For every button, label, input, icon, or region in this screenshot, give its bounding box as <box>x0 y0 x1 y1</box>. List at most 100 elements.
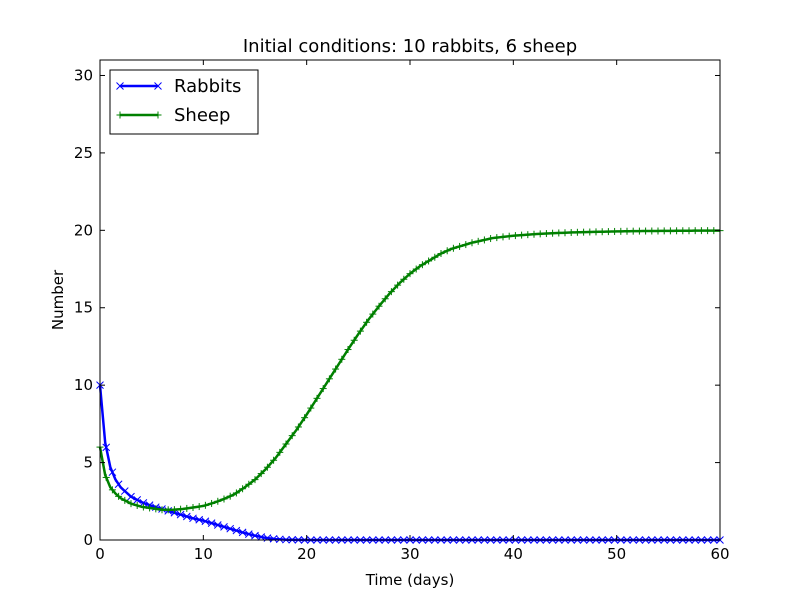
data-point-sheep <box>648 227 656 235</box>
data-point-sheep <box>152 505 160 513</box>
data-point-rabbits <box>275 535 284 544</box>
data-point-rabbits <box>176 510 185 519</box>
legend-marker-rabbits <box>154 82 162 90</box>
data-point-sheep <box>487 235 495 243</box>
data-point-rabbits <box>189 514 197 523</box>
data-point-rabbits <box>127 492 135 501</box>
series-line-rabbits <box>98 385 720 542</box>
data-point-sheep <box>102 473 110 481</box>
data-point-sheep <box>220 495 228 503</box>
data-point-rabbits <box>195 515 204 524</box>
legend: Rabbits Sheep <box>109 69 259 135</box>
data-point-sheep <box>108 486 116 494</box>
y-tick-label: 5 <box>83 454 93 472</box>
series-sheep <box>96 227 724 514</box>
data-point-sheep <box>170 506 178 514</box>
legend-label-rabbits: Rabbits <box>174 76 241 97</box>
data-point-rabbits <box>108 468 117 477</box>
data-point-sheep <box>301 414 309 422</box>
data-point-sheep <box>580 228 588 236</box>
legend-marker-sheep <box>154 111 162 119</box>
data-point-sheep <box>325 375 333 383</box>
data-point-sheep <box>133 501 141 509</box>
data-point-sheep <box>158 506 166 514</box>
data-point-sheep <box>493 234 501 242</box>
data-point-rabbits <box>120 487 129 495</box>
data-point-rabbits <box>257 533 266 541</box>
data-point-sheep <box>542 230 550 238</box>
axis-ticks: 0 10 20 30 40 50 60 0 5 10 15 20 25 30 <box>74 60 730 563</box>
data-point-sheep <box>573 228 581 236</box>
data-point-rabbits <box>207 519 216 527</box>
data-point-sheep <box>499 233 507 241</box>
y-tick-label: 20 <box>74 221 93 239</box>
data-point-sheep <box>375 302 383 310</box>
data-point-sheep <box>697 227 705 235</box>
data-point-sheep <box>673 227 681 235</box>
legend-item-rabbits: Rabbits <box>116 76 241 97</box>
x-tick-label: 60 <box>710 545 729 563</box>
data-point-sheep <box>586 228 594 236</box>
data-point-rabbits <box>213 521 222 529</box>
data-point-sheep <box>592 228 600 236</box>
data-point-sheep <box>511 232 519 240</box>
data-point-sheep <box>177 505 185 513</box>
data-point-sheep <box>338 355 346 363</box>
data-point-sheep <box>251 476 259 484</box>
data-point-rabbits <box>238 528 247 537</box>
data-point-sheep <box>456 242 464 250</box>
data-point-sheep <box>567 228 575 236</box>
data-point-sheep <box>394 281 402 289</box>
y-tick-label: 15 <box>74 299 93 317</box>
data-point-sheep <box>704 227 712 235</box>
data-point-sheep <box>666 227 674 235</box>
data-point-sheep <box>412 265 420 273</box>
data-point-sheep <box>115 492 123 500</box>
data-point-sheep <box>431 253 439 261</box>
data-point-sheep <box>604 228 612 236</box>
x-tick-label: 30 <box>400 545 419 563</box>
data-point-sheep <box>146 504 154 512</box>
data-point-sheep <box>121 496 129 504</box>
data-point-sheep <box>536 230 544 238</box>
data-point-sheep <box>406 270 414 278</box>
data-point-sheep <box>437 250 445 258</box>
legend-box <box>109 69 259 135</box>
data-point-rabbits <box>102 443 111 452</box>
data-point-sheep <box>208 499 216 507</box>
x-tick-label: 50 <box>607 545 626 563</box>
x-axis-label: Time (days) <box>365 571 455 589</box>
data-point-rabbits <box>133 496 142 504</box>
data-point-rabbits <box>220 522 228 531</box>
data-point-sheep <box>629 227 637 235</box>
data-point-sheep <box>381 295 389 303</box>
data-point-sheep <box>164 506 172 514</box>
data-point-sheep <box>518 231 526 239</box>
data-point-sheep <box>344 346 352 354</box>
data-point-rabbits <box>114 480 123 489</box>
data-point-sheep <box>654 227 662 235</box>
data-point-sheep <box>617 227 625 235</box>
data-point-sheep <box>449 244 457 252</box>
data-point-sheep <box>232 489 240 497</box>
data-point-sheep <box>598 228 606 236</box>
data-point-sheep <box>257 470 265 478</box>
data-point-sheep <box>313 394 321 402</box>
data-point-rabbits <box>244 530 253 538</box>
data-point-sheep <box>239 485 247 493</box>
x-tick-label: 20 <box>297 545 316 563</box>
data-point-rabbits <box>226 524 235 533</box>
data-point-sheep <box>443 247 451 255</box>
data-point-sheep <box>685 227 693 235</box>
data-point-rabbits <box>182 512 191 521</box>
legend-label-sheep: Sheep <box>174 105 230 126</box>
data-point-sheep <box>549 229 557 237</box>
data-point-sheep <box>468 239 476 247</box>
data-point-sheep <box>226 492 234 500</box>
data-point-sheep <box>189 503 197 511</box>
x-tick-label: 10 <box>194 545 213 563</box>
data-point-sheep <box>387 288 395 296</box>
data-point-rabbits <box>251 531 259 540</box>
data-point-sheep <box>691 227 699 235</box>
